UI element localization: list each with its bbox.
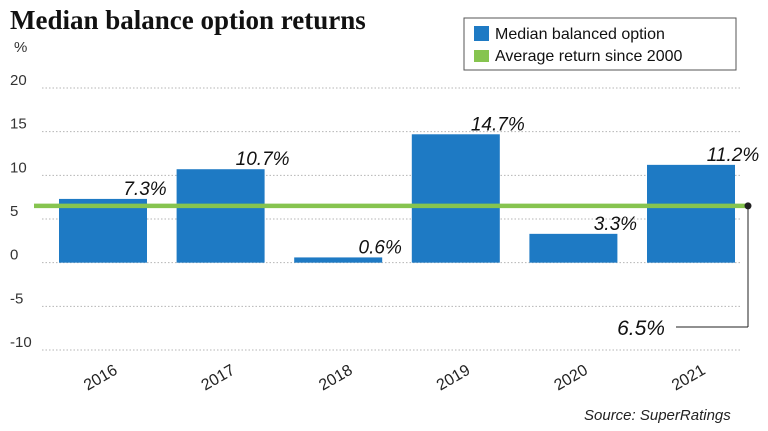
average-label: 6.5% [617, 317, 665, 340]
x-tick-label: 2020 [551, 362, 590, 395]
gridlines [42, 87, 740, 351]
data-label: 10.7% [236, 149, 290, 170]
bar [294, 257, 383, 263]
y-unit-label: % [14, 39, 27, 56]
data-labels: 7.3% 10.7% 0.6% 14.7% 3.3% 11.2% [123, 114, 759, 258]
x-axis-ticks: 2016 2017 2018 2019 2020 2021 [81, 362, 708, 395]
bars [59, 134, 735, 263]
data-label: 11.2% [707, 145, 760, 166]
legend-label-average: Average return since 2000 [495, 48, 682, 65]
legend-label-median: Median balanced option [495, 26, 665, 43]
legend-swatch-median [474, 26, 489, 41]
source-note: Source: SuperRatings [584, 407, 731, 424]
y-tick-label: 0 [10, 247, 18, 264]
bar [411, 134, 500, 263]
bar [647, 164, 735, 263]
bar [59, 198, 147, 263]
average-line-group: 6.5% [34, 202, 752, 340]
x-tick-label: 2016 [81, 362, 120, 395]
legend: Median balanced option Average return si… [463, 17, 737, 71]
chart-title: Median balance option returns [10, 5, 366, 35]
data-label: 0.6% [359, 237, 402, 258]
y-axis-ticks: 20 15 10 5 0 -5 -10 [10, 72, 32, 351]
y-tick-label: -5 [10, 290, 23, 307]
data-label: 14.7% [471, 114, 525, 135]
x-tick-label: 2018 [316, 362, 355, 395]
x-tick-label: 2019 [434, 362, 473, 395]
bar [529, 233, 618, 263]
data-label: 3.3% [594, 214, 637, 235]
legend-box [463, 17, 737, 71]
legend-swatch-average [474, 50, 489, 62]
y-tick-label: 10 [10, 159, 27, 176]
y-tick-label: 20 [10, 72, 27, 89]
y-tick-label: 5 [10, 203, 18, 220]
data-label: 7.3% [123, 179, 166, 200]
x-tick-label: 2017 [199, 362, 238, 395]
bar [176, 169, 265, 263]
x-tick-label: 2021 [669, 362, 708, 395]
y-tick-label: -10 [10, 334, 32, 351]
y-tick-label: 15 [10, 116, 27, 133]
